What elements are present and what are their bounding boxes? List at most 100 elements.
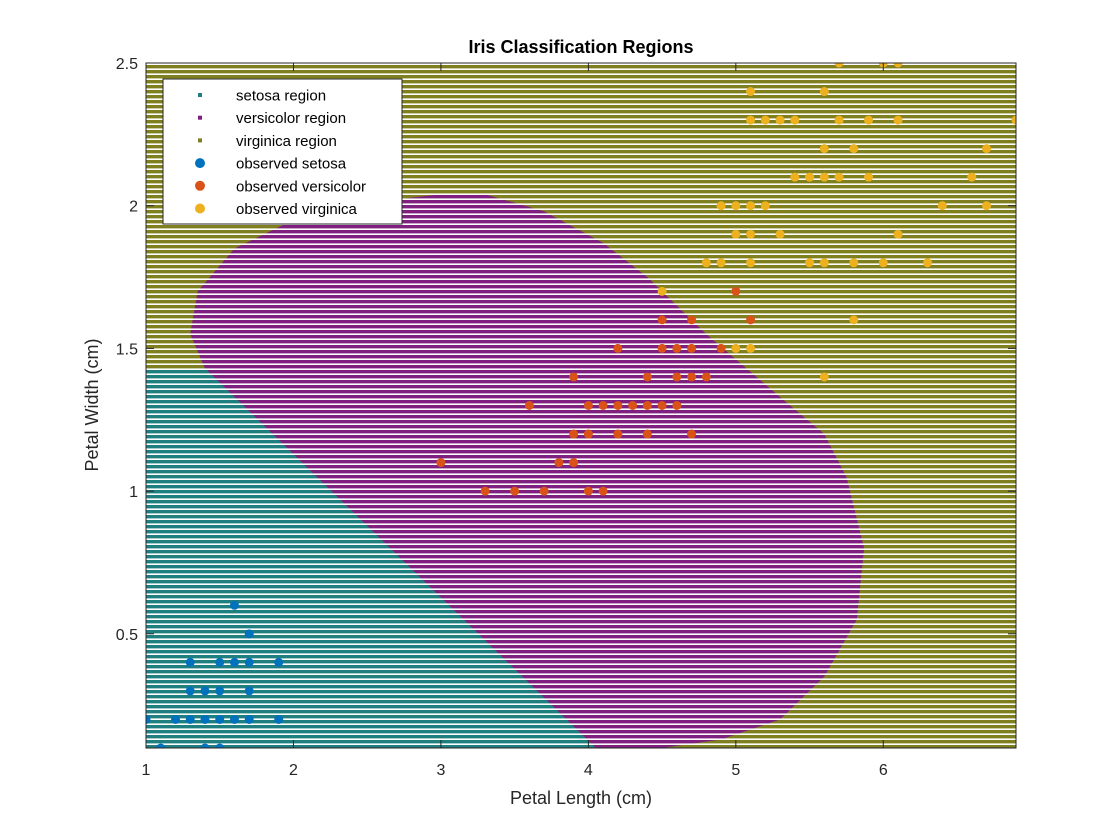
observed-virginica-point [760,201,770,211]
legend-box [162,78,403,225]
y-tick-label: 2.5 [116,56,138,73]
observed-setosa-point [170,714,180,724]
y-tick-label: 0.5 [116,627,138,644]
x-tick-label: 4 [584,762,593,779]
observed-versicolor-point [657,343,667,353]
observed-versicolor-point [701,372,711,382]
observed-virginica-point [701,258,711,268]
legend-label: observed versicolor [236,178,366,195]
observed-virginica-point [746,229,756,239]
observed-setosa-point [215,686,225,696]
observed-virginica-point [967,172,977,182]
observed-virginica-point [746,115,756,125]
legend-label: observed virginica [236,201,358,218]
observed-versicolor-point [672,372,682,382]
observed-virginica-point [864,115,874,125]
observed-setosa-point [215,657,225,667]
observed-versicolor-point [613,429,623,439]
observed-versicolor-point [598,401,608,410]
observed-setosa-point [200,743,210,748]
observed-virginica-point [982,144,992,154]
legend-label: virginica region [236,133,337,150]
y-axis-label: Petal Width (cm) [82,338,102,471]
observed-virginica-point [834,115,844,125]
observed-versicolor-point [554,458,564,468]
x-axis-ticks: 1 2 3 4 5 6 [142,63,888,779]
observed-versicolor-point [628,401,638,410]
observed-virginica-point [790,172,800,182]
observed-setosa-point [215,714,225,724]
observed-setosa-marker [195,158,205,169]
x-tick-label: 5 [731,762,740,779]
observed-virginica-point [893,63,903,68]
observed-virginica-point [819,144,829,154]
observed-virginica-point [864,172,874,182]
observed-setosa-point [200,686,210,696]
observed-versicolor-point [569,429,579,439]
observed-setosa-point [185,686,195,696]
observed-setosa-point [244,714,254,724]
observed-versicolor-marker [195,180,205,191]
observed-virginica-point [849,315,859,325]
observed-versicolor-point [583,486,593,496]
observed-versicolor-point [731,286,741,296]
observed-setosa-point [146,714,151,724]
observed-virginica-point [1011,115,1016,125]
observed-virginica-point [849,258,859,268]
observed-virginica-point [849,144,859,154]
observed-versicolor-point [642,429,652,439]
virginica-region-marker [198,138,202,143]
x-tick-label: 3 [436,762,445,779]
observed-versicolor-point [510,486,520,496]
y-tick-label: 1.5 [116,341,138,358]
observed-setosa-point [229,714,239,724]
observed-virginica-point [819,172,829,182]
y-axis-ticks: 0.5 1 1.5 2 2.5 [116,56,1016,644]
observed-virginica-point [819,372,829,382]
versicolor-region [190,194,865,748]
setosa-region [146,368,596,748]
setosa-region-marker [198,93,202,97]
observed-virginica-point [819,87,829,97]
observed-versicolor-point [539,486,549,496]
observed-virginica-point [819,258,829,268]
observed-setosa-point [185,657,195,667]
observed-versicolor-point [672,401,682,410]
observed-virginica-point [746,343,756,353]
observed-versicolor-point [436,458,446,468]
observed-versicolor-point [657,315,667,325]
observed-virginica-point [834,63,844,68]
points-layer [146,63,1016,748]
observed-versicolor-point [672,343,682,353]
observed-virginica-point [805,172,815,182]
observed-setosa-point [244,657,254,667]
observed-virginica-point [937,201,947,211]
observed-virginica-point [657,286,667,296]
plot-area [146,63,1016,748]
observed-versicolor-point [716,343,726,353]
observed-virginica-point [731,343,741,353]
observed-versicolor-point [583,429,593,439]
observed-virginica-point [790,115,800,125]
observed-versicolor-point [598,486,608,496]
x-tick-label: 6 [879,762,888,779]
observed-versicolor-point [613,401,623,410]
x-axis-label: Petal Length (cm) [510,788,652,808]
observed-versicolor-point [583,401,593,410]
observed-setosa-point [215,743,225,748]
observed-virginica-point [746,258,756,268]
observed-versicolor-point [480,486,490,496]
observed-virginica-point [834,172,844,182]
plot-border [145,62,1017,749]
observed-setosa-point [229,600,239,610]
observed-versicolor-point [613,343,623,353]
observed-virginica-point [923,258,933,268]
observed-virginica-point [746,201,756,211]
observed-setosa-point [185,714,195,724]
observed-versicolor-point [687,429,697,439]
observed-setosa-point [274,714,284,724]
legend-label: observed setosa [236,156,347,173]
observed-versicolor-point [569,372,579,382]
observed-virginica-point [746,87,756,97]
